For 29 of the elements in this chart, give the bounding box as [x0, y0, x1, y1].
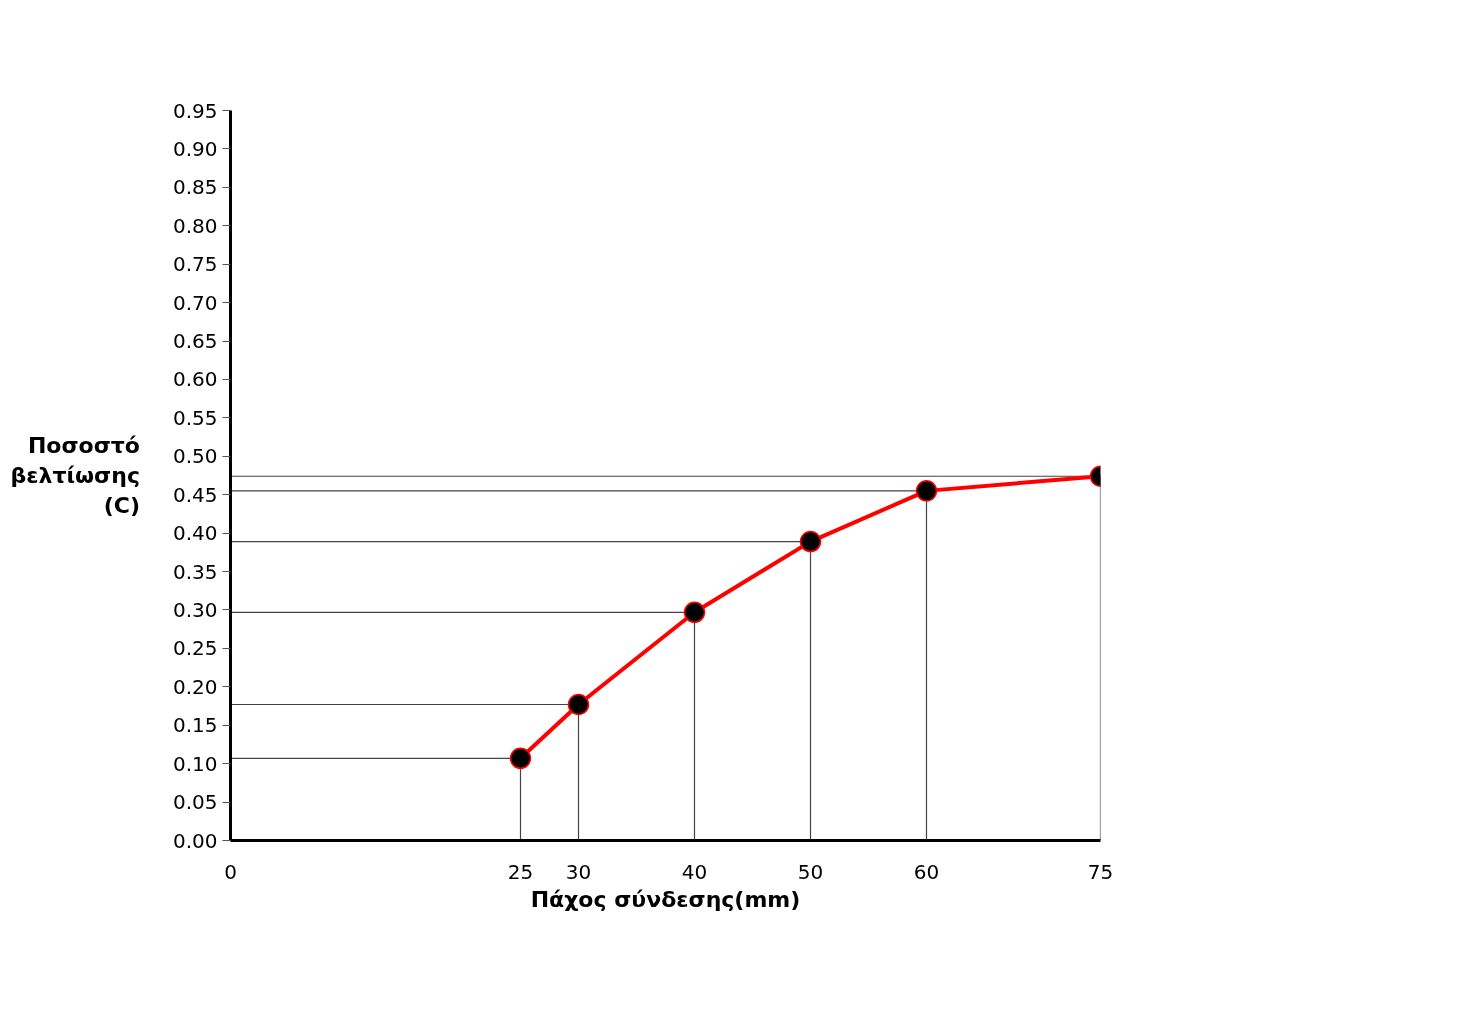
y-tick-label: 0.80: [172, 213, 218, 238]
y-tick-label: 0.55: [172, 405, 218, 430]
y-tick-label: 0.00: [172, 828, 218, 853]
y-tick-label: 0.65: [172, 329, 218, 354]
y-tick-label: 0.20: [172, 674, 218, 699]
y-tick-label: 0.95: [172, 98, 218, 123]
y-tick-label: 0.10: [172, 751, 218, 776]
y-tick-label: 0.60: [172, 367, 218, 392]
y-tick-label: 0.35: [172, 559, 218, 584]
y-tick-label: 0.15: [172, 713, 218, 738]
x-axis-title: Πάχος σύνδεσης(mm): [530, 886, 801, 912]
x-tick-label: 50: [797, 859, 824, 884]
x-tick-label: 30: [565, 859, 592, 884]
y-tick-label: 0.70: [172, 290, 218, 315]
y-tick-label: 0.30: [172, 597, 218, 622]
y-tick-label: 0.05: [172, 790, 218, 815]
y-tick-label: 0.45: [172, 482, 218, 507]
y-tick-label: 0.25: [172, 636, 218, 661]
y-axis-title: Ποσοστό βελτίωσης (C): [10, 433, 140, 518]
y-tick-label: 0.90: [172, 136, 218, 161]
y-tick-label: 0.85: [172, 175, 218, 200]
x-tick-label: 40: [681, 859, 708, 884]
x-tick-label: 25: [507, 859, 534, 884]
y-tick-label: 0.75: [172, 252, 218, 277]
y-tick-label: 0.40: [172, 521, 218, 546]
x-tick-label: 60: [913, 859, 940, 884]
y-tick-label: 0.50: [172, 444, 218, 469]
x-tick-label: 75: [1087, 859, 1114, 884]
x-tick-label: 0: [224, 859, 237, 884]
